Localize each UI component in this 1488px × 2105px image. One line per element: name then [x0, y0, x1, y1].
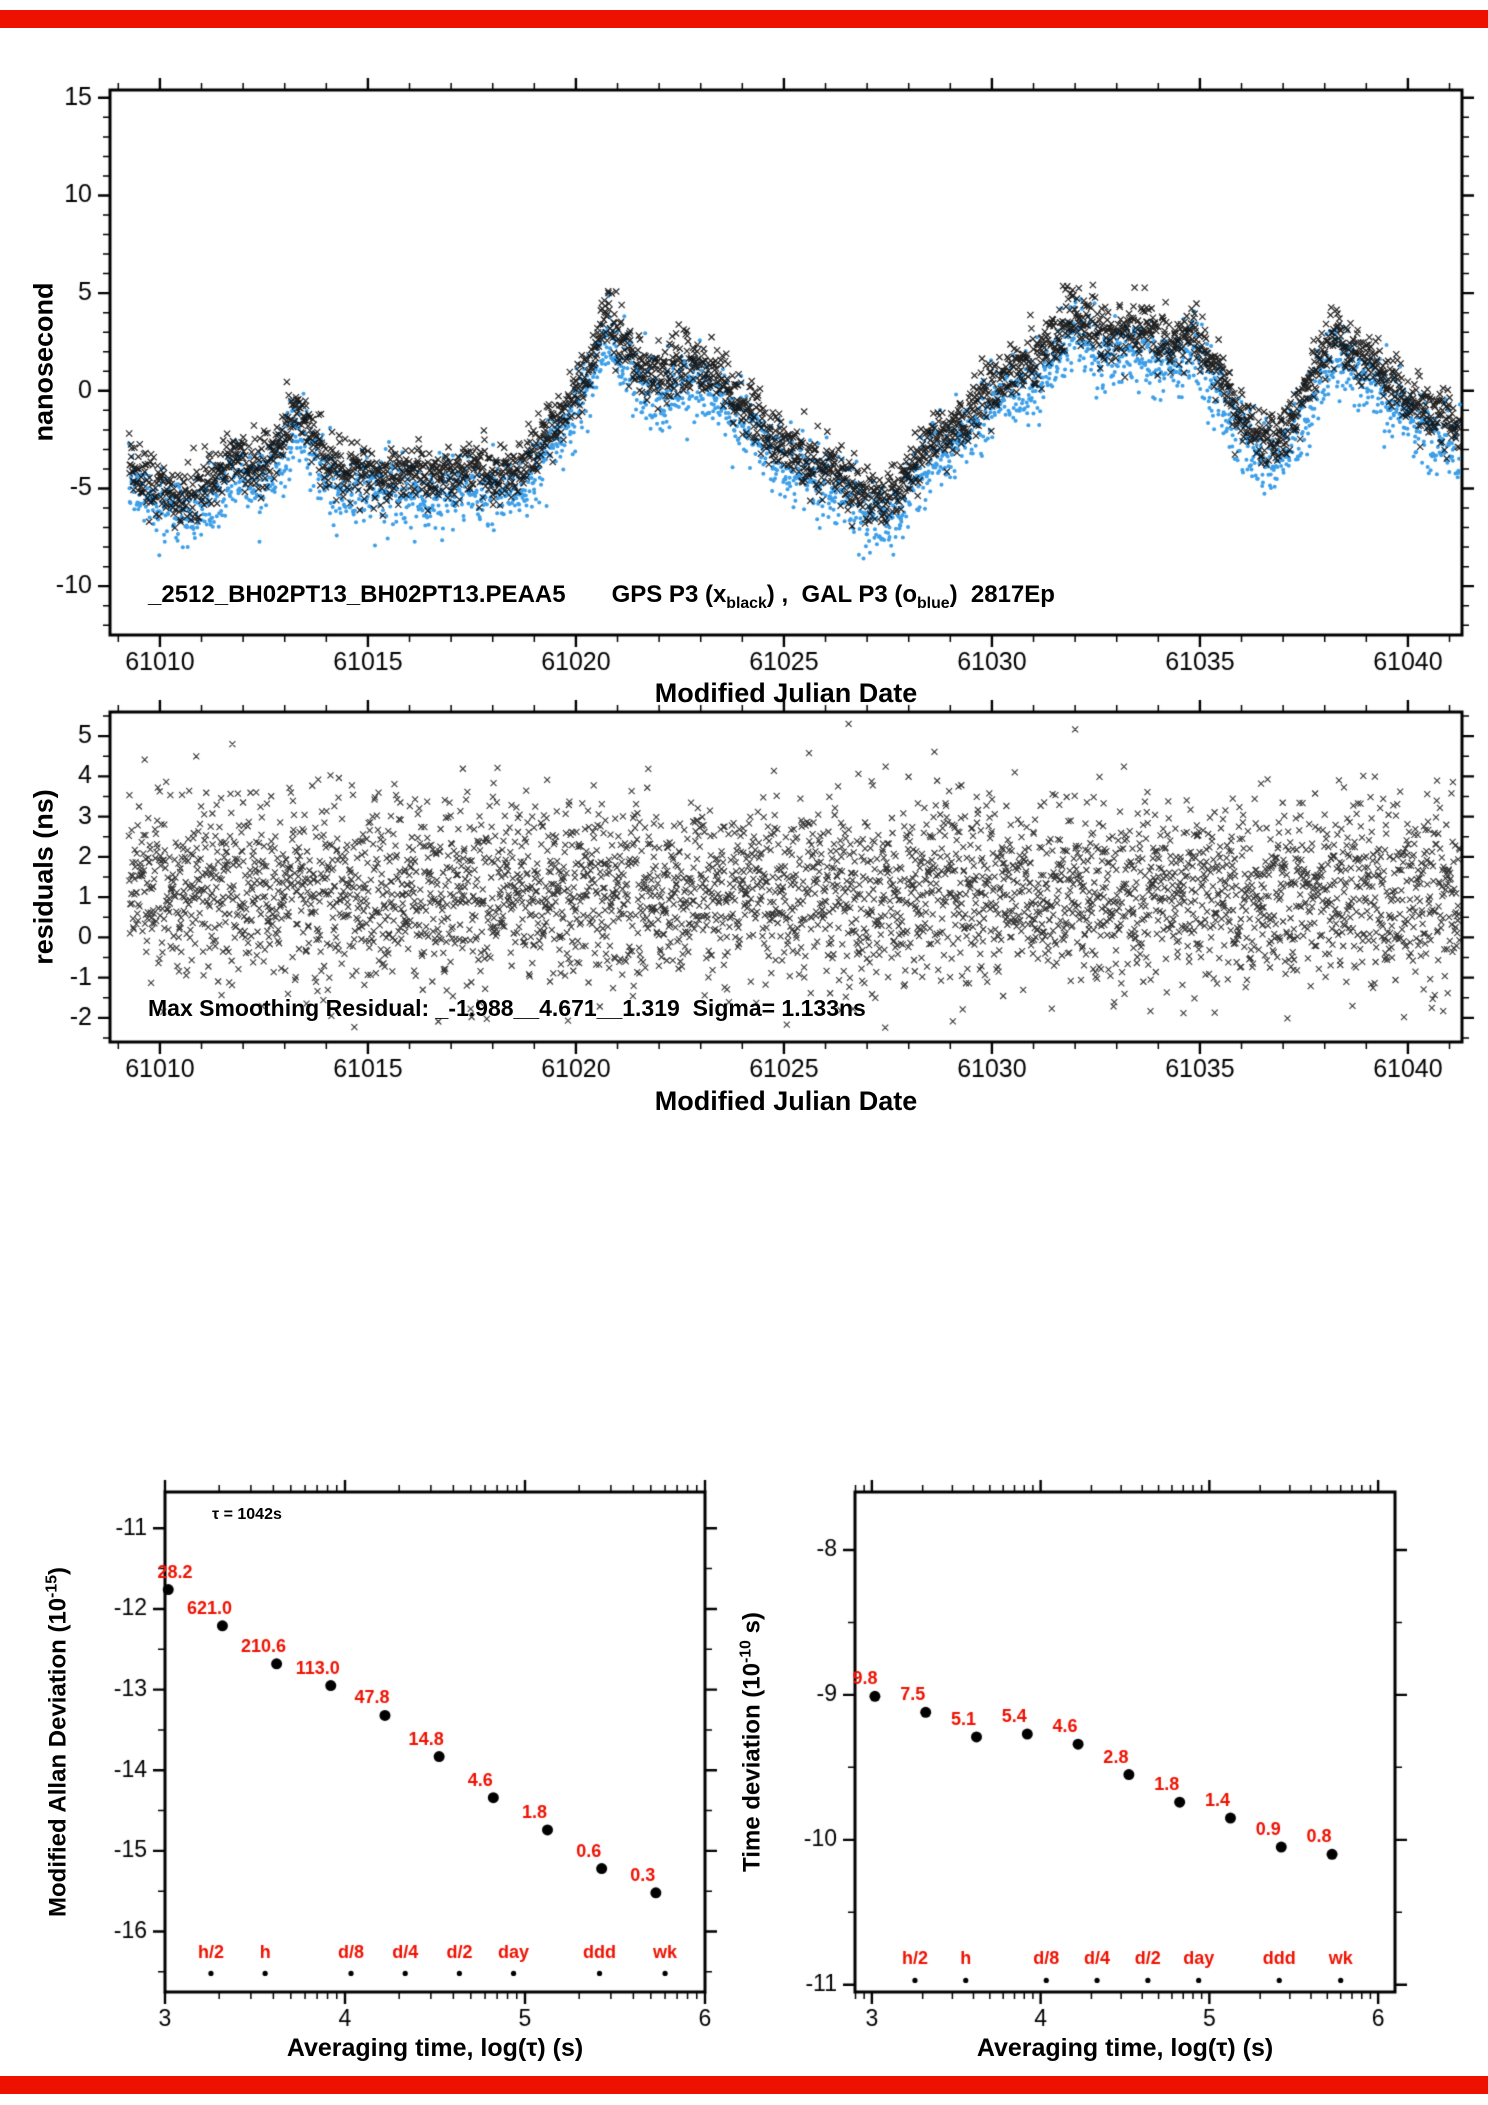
- tdev-y-title-pre: Time deviation (10: [738, 1662, 766, 1872]
- phase-y-axis-title: nanosecond: [28, 282, 59, 442]
- residuals-y-axis-title: residuals (ns): [28, 789, 59, 965]
- series2-color-subscript: blue: [917, 594, 950, 612]
- series1-color-subscript: black: [726, 594, 767, 612]
- tdev-y-title-exponent: -10: [737, 1640, 755, 1663]
- bottom-red-bar: [0, 2076, 1488, 2094]
- residuals-x-axis-title: Modified Julian Date: [654, 1086, 918, 1116]
- series1-label: GPS P3 (x: [611, 581, 727, 608]
- tdev-y-title-post: s): [738, 1612, 766, 1641]
- residuals-annotation: Max Smoothing Residual: _-1.988__4.671__…: [148, 995, 866, 1021]
- epoch-count-label: ) 2817Ep: [949, 581, 1055, 608]
- tau-annotation: τ = 1042s: [212, 1506, 282, 1523]
- phase-dataset-annotation: _2512_BH02PT13_BH02PT13.PEAA5 GPS P3 (xbl…: [148, 581, 1055, 613]
- mdev-y-title-exponent: -15: [43, 1574, 61, 1598]
- mdev-x-axis-title: Averaging time, log(τ) (s): [286, 2034, 584, 2062]
- mdev-y-title-pre: Modified Allan Deviation (10: [44, 1597, 72, 1918]
- mdev-y-title-post: ): [44, 1566, 72, 1575]
- dataset-id-label: _2512_BH02PT13_BH02PT13.PEAA5: [148, 581, 566, 608]
- series-separator-label: ) , GAL P3 (o: [766, 581, 918, 608]
- phase-x-axis-title: Modified Julian Date: [654, 678, 918, 708]
- tdev-y-axis-title: Time deviation (10-10 s): [738, 1612, 767, 1872]
- top-red-bar: [0, 10, 1488, 28]
- mdev-y-axis-title: Modified Allan Deviation (10-15): [44, 1567, 73, 1917]
- tdev-x-axis-title: Averaging time, log(τ) (s): [976, 2034, 1274, 2062]
